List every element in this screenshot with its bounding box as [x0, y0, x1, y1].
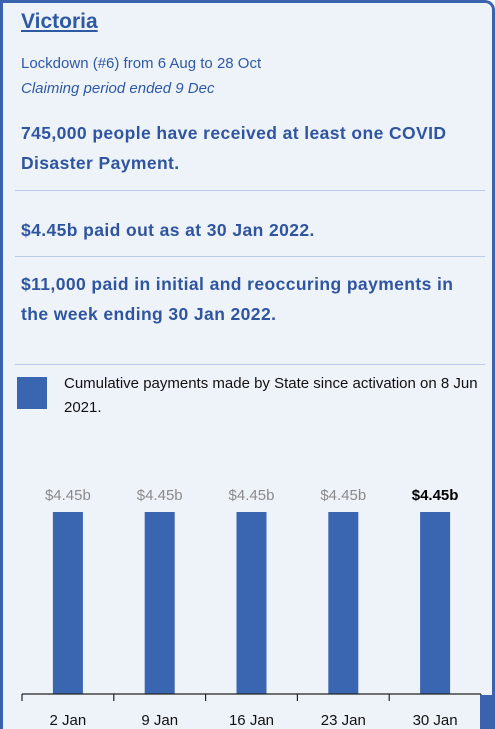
paid-out-stat: $4.45b paid out as at 30 Jan 2022.	[21, 220, 315, 240]
x-tick-label-4: 30 Jan	[413, 712, 458, 729]
data-label-4: $4.45b	[412, 487, 459, 504]
bar-3	[328, 512, 359, 694]
bar-0	[52, 512, 83, 694]
x-tick-label-2: 16 Jan	[229, 712, 274, 729]
legend-swatch	[17, 377, 47, 409]
divider	[15, 190, 485, 191]
cumulative-payments-chart: $4.45b 2 Jan $4.45b 9 Jan $4.45b 16 Jan $4.45b…	[21, 487, 482, 729]
panel-title: Victoria	[21, 10, 98, 33]
x-tick-label-1: 9 Jan	[141, 712, 178, 729]
bar-2	[236, 512, 267, 694]
data-label-0: $4.45b	[45, 487, 91, 504]
divider	[15, 364, 485, 365]
people-received-stat: 745,000 people have received at least on…	[21, 123, 447, 173]
corner-tab	[480, 695, 492, 729]
claiming-period-text: Claiming period ended 9 Dec	[21, 80, 215, 97]
data-label-3: $4.45b	[320, 487, 366, 504]
divider	[15, 256, 485, 257]
data-label-2: $4.45b	[229, 487, 275, 504]
data-label-1: $4.45b	[137, 487, 183, 504]
x-tick-label-0: 2 Jan	[50, 712, 87, 729]
x-tick-label-3: 23 Jan	[321, 712, 366, 729]
lockdown-text: Lockdown (#6) from 6 Aug to 28 Oct	[21, 55, 262, 72]
bar-4	[420, 512, 451, 694]
bar-1	[144, 512, 175, 694]
legend-text: Cumulative payments made by State since …	[64, 375, 478, 416]
weekly-paid-stat: $11,000 paid in initial and reoccuring p…	[21, 274, 454, 324]
